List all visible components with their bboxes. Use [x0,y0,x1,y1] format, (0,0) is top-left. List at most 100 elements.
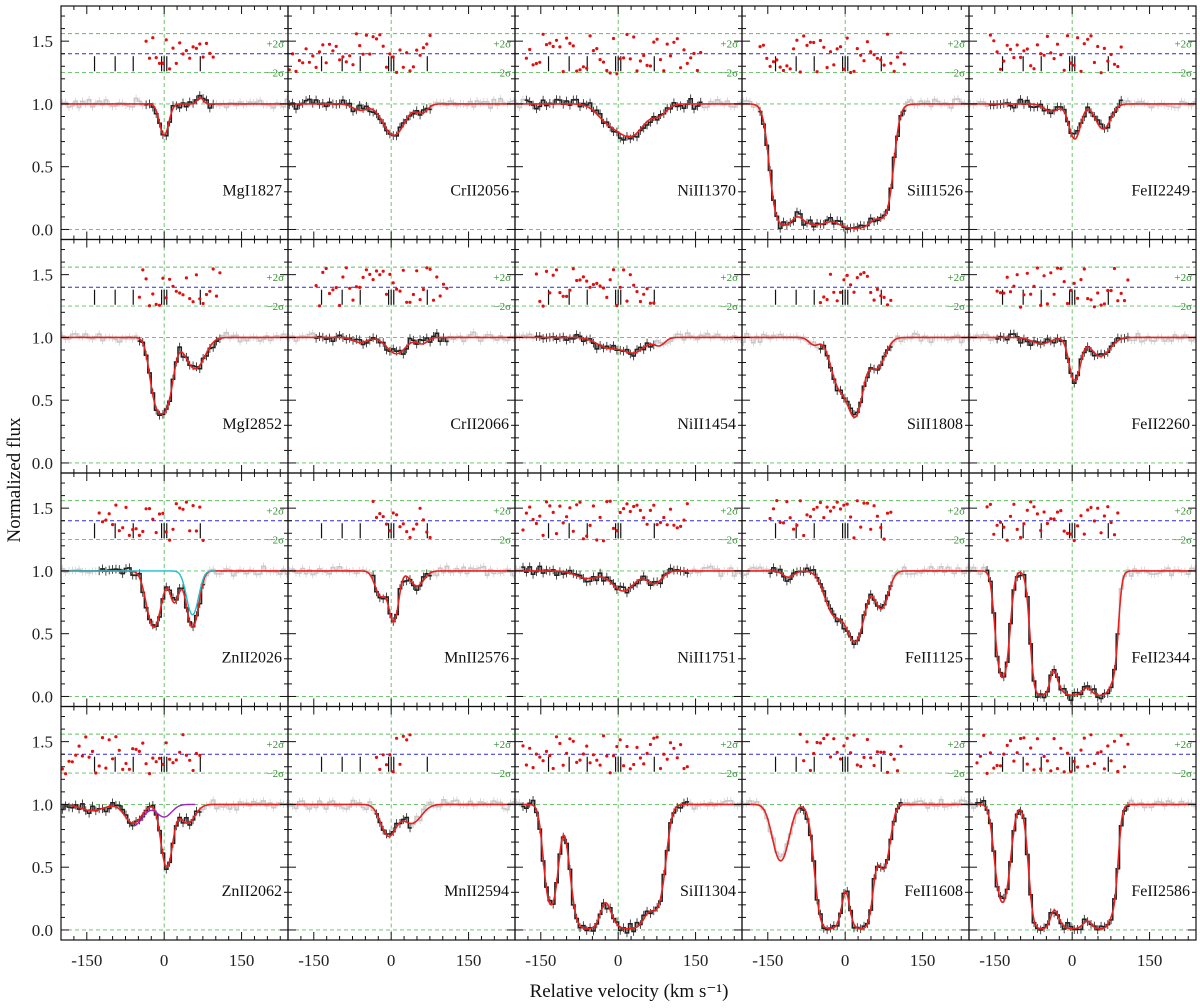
residual-point [1059,267,1063,271]
panel-label: FeII2586 [1131,883,1190,900]
x-tick-label: 150 [229,951,255,970]
model-curve [969,570,1196,697]
x-tick-label: -150 [71,951,102,970]
residual-point [314,284,318,288]
residual-point [428,33,432,38]
residual-point [845,273,849,277]
residual-point [882,537,886,541]
residual-point [538,60,542,64]
panel-label: NiII1454 [677,416,736,433]
residual-point [788,67,792,71]
residual-point [679,743,683,747]
residual-point [598,284,602,288]
masked-spectrum [288,565,515,623]
residual-point [658,766,663,771]
residual-point [168,757,172,761]
residual-point [191,45,195,49]
residual-point [822,736,826,741]
residual-point [408,733,412,737]
residual-point [869,756,873,760]
residual-point [428,267,432,271]
residual-point [1012,284,1016,288]
residual-point [585,534,589,538]
panel-label: FeII1608 [904,883,963,900]
residual-point [1052,292,1056,296]
residual-point [635,745,639,750]
fitted-spectrum [534,333,656,357]
residual-point [381,44,385,48]
residual-point [1106,744,1110,748]
residual-point [1045,34,1049,39]
residual-point [194,273,198,277]
residual-point [1055,42,1060,46]
y-tick-label: 1.5 [32,32,53,51]
residual-point [768,64,772,68]
residual-point [992,39,996,43]
residual-point [174,61,178,65]
residual-point [1076,36,1080,40]
residual-point [849,70,853,75]
residual-point [297,58,301,63]
residual-point [141,268,145,272]
sigma-minus-label: −2σ [1174,301,1192,313]
residual-point [998,764,1003,768]
residual-point [317,304,322,308]
residual-point [161,276,165,280]
residual-point [198,297,202,301]
residual-point [107,738,111,742]
residual-point [358,44,362,48]
residual-point [675,756,679,760]
residual-point [992,532,996,536]
residual-point [421,287,425,292]
residual-point [191,300,195,304]
residual-point [134,527,138,531]
residual-point [121,526,125,530]
y-tick-label: 1.0 [32,328,53,347]
residual-point [818,301,823,305]
residual-point [161,61,165,65]
residual-point [1059,53,1063,57]
residual-point [348,286,352,290]
residual-point [188,297,192,301]
residual-point [374,37,379,41]
residual-point [538,514,542,518]
residual-point [865,501,870,505]
residual-point [792,527,796,531]
residual-point [1039,767,1043,771]
residual-point [1076,296,1080,300]
residual-point [311,54,315,58]
residual-point [699,50,703,55]
residual-point [1126,278,1130,282]
panel-label: CrII2066 [450,416,509,433]
residual-point [408,535,412,540]
residual-point [354,285,358,289]
residual-point [862,755,866,760]
residual-point [758,45,762,49]
residual-point [538,299,542,303]
residual-point [374,515,379,520]
residual-point [144,277,148,281]
residual-point [1002,525,1006,529]
residual-point [1099,750,1103,754]
residual-point [164,530,168,534]
residual-point [1079,278,1083,282]
residual-point [1049,769,1053,773]
panel-MgI1827: MgI1827 +2σ −2σ [60,5,289,241]
masked-spectrum [742,98,969,230]
y-tick-label: 1.5 [32,733,53,752]
panel-label: ZnII2026 [222,650,282,667]
residual-point [1089,505,1093,510]
residual-point [368,272,372,276]
residual-point [384,292,389,296]
residual-point [882,750,886,754]
panel-MnII2576: MnII2576 +2σ −2σ [287,472,516,708]
residual-point [524,56,529,60]
x-tick-label: 150 [456,951,482,970]
residual-point [818,500,823,505]
residual-point [1096,506,1100,510]
residual-point [605,500,609,504]
residual-point [565,36,569,40]
panel-frame [741,238,970,474]
residual-point [531,517,535,522]
x-tick-label: 150 [1137,951,1163,970]
